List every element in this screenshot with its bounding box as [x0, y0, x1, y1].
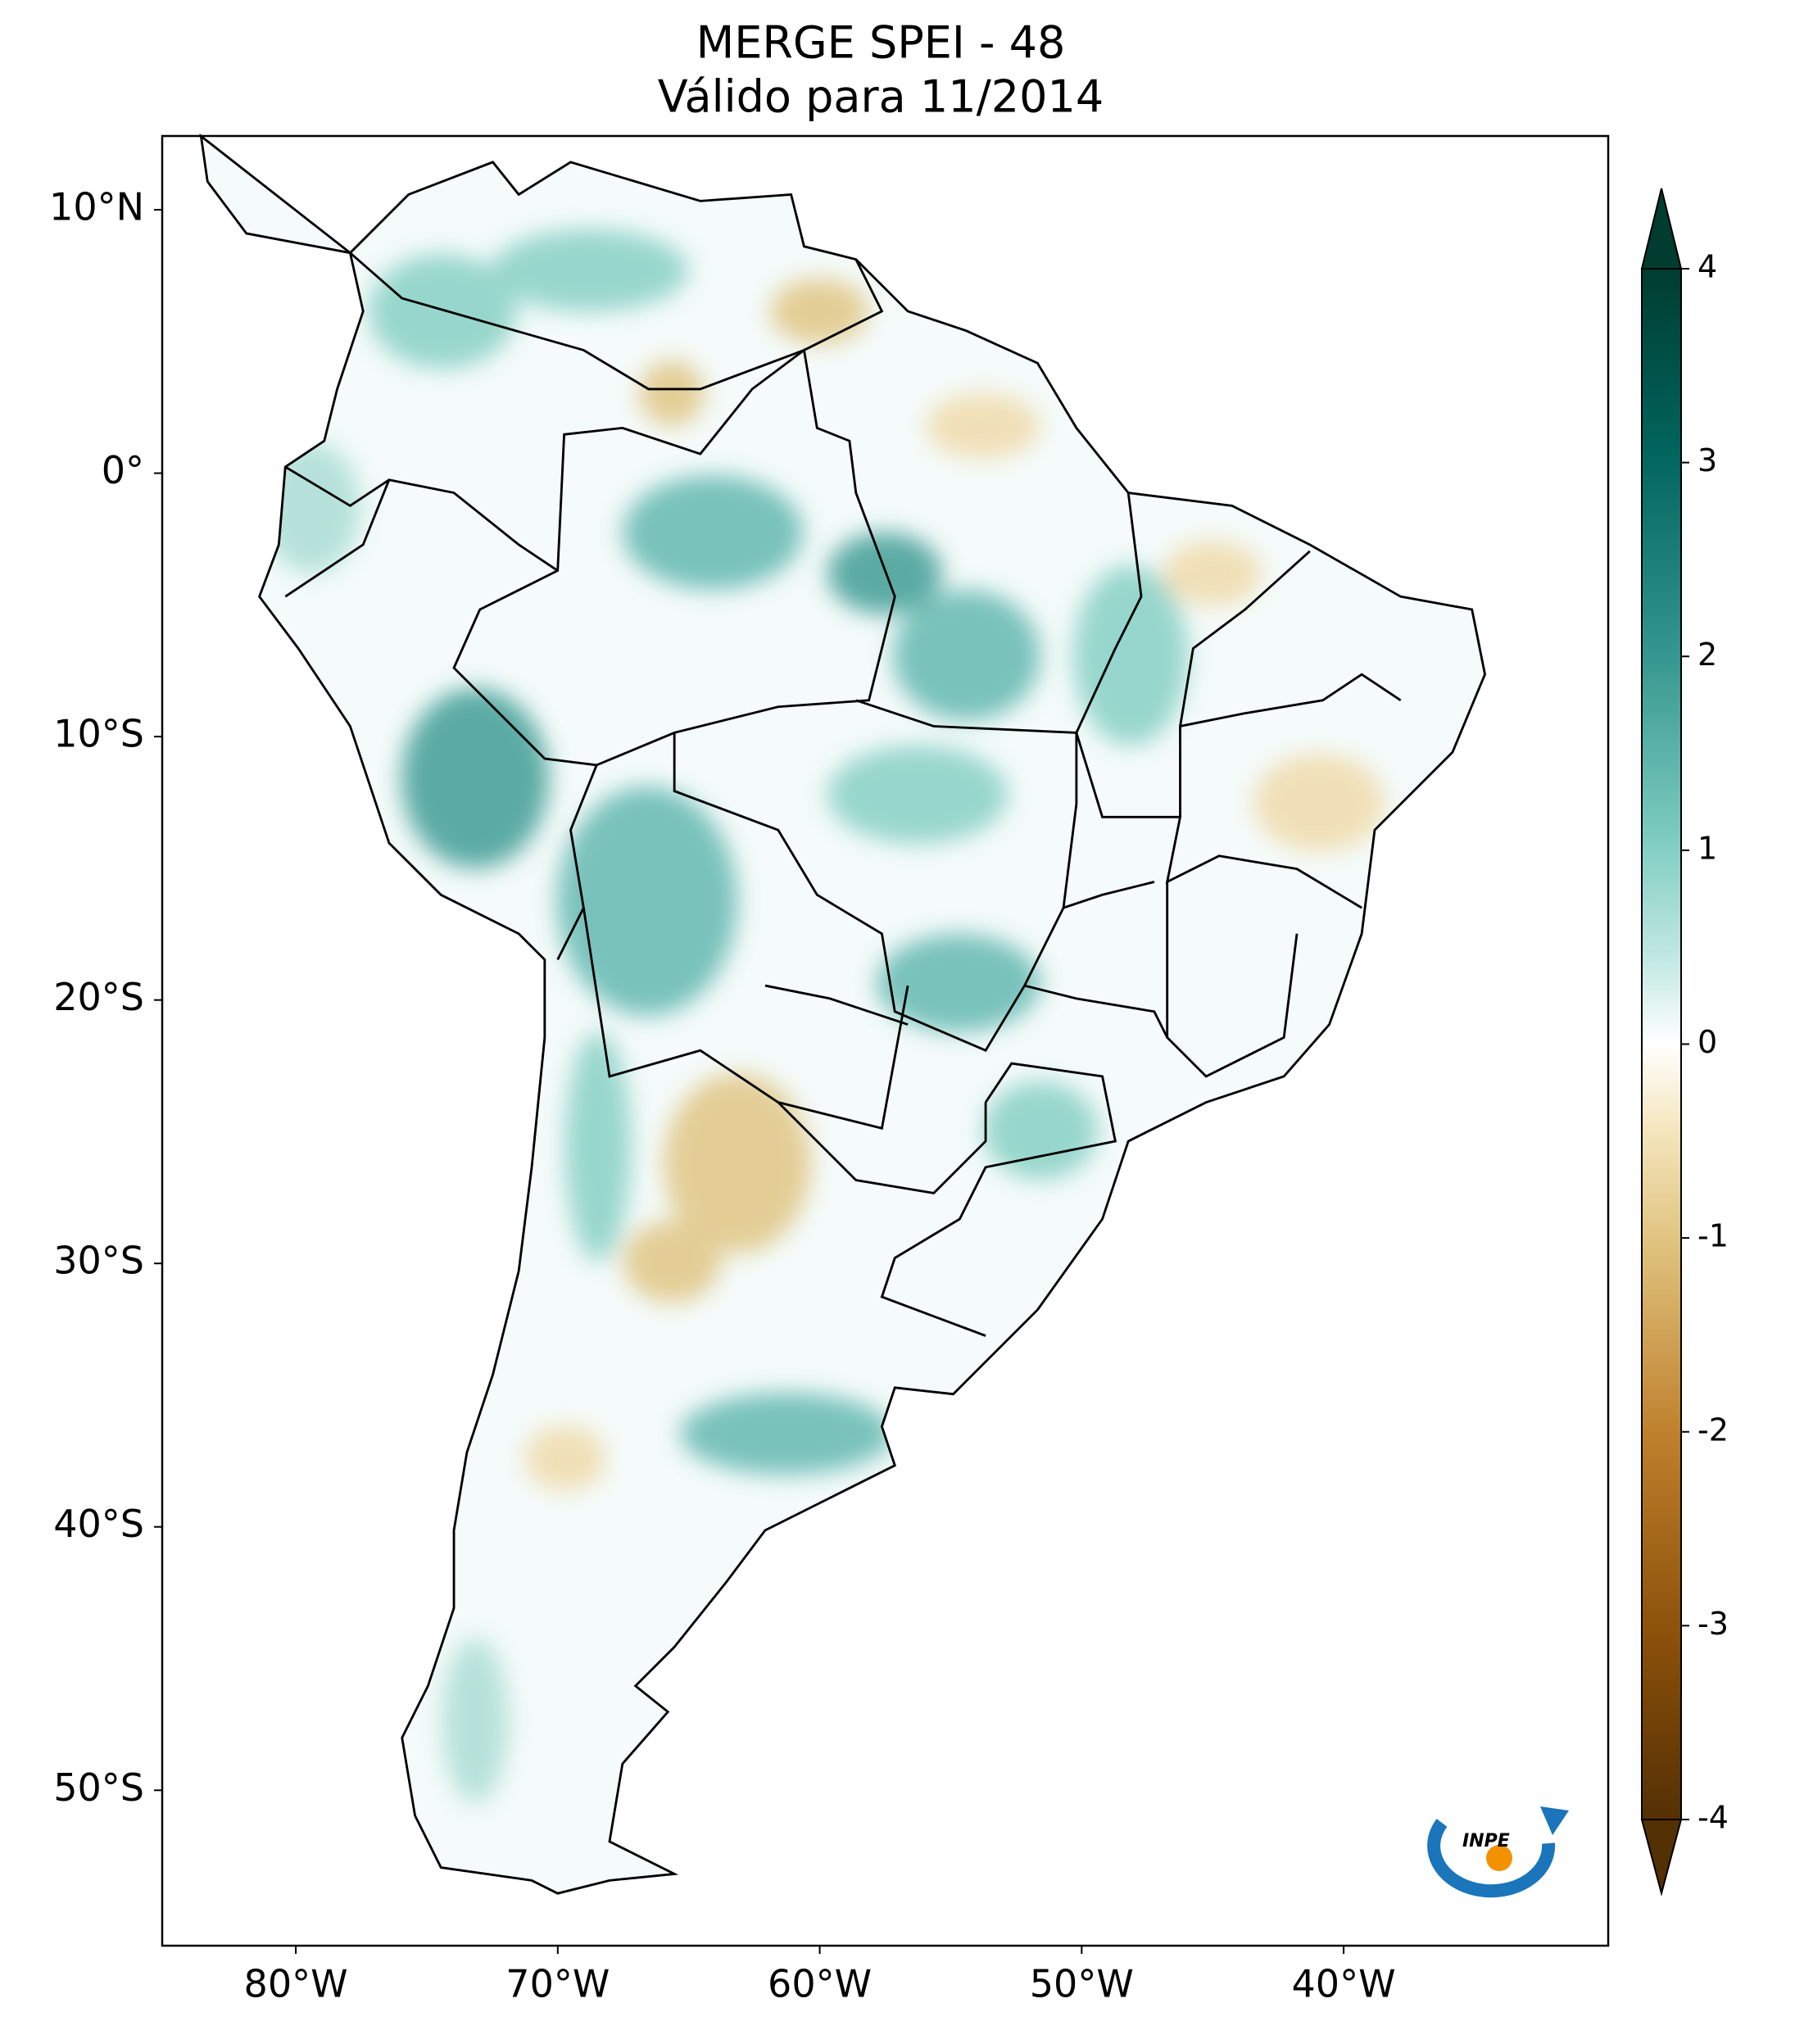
colorbar-extend-max: [1640, 188, 1683, 270]
x-tick-label: 40°W: [1292, 1962, 1396, 2006]
x-tick-label: 60°W: [768, 1962, 872, 2006]
y-tick-label: 10°N: [49, 185, 144, 229]
borders: [284, 252, 1402, 1337]
colorbar-tick-label: 4: [1698, 249, 1717, 285]
subtitle: Válido para 11/2014: [658, 71, 1104, 123]
y-tick-label: 40°S: [53, 1502, 144, 1546]
y-tick-label: 30°S: [53, 1239, 144, 1283]
colorbar-tick-label: 3: [1698, 442, 1717, 478]
x-tick-label: 50°W: [1030, 1962, 1134, 2006]
colorbar-tick-label: 1: [1698, 830, 1717, 866]
colorbar-extend-min: [1640, 1819, 1683, 1897]
colorbar-tick-label: 0: [1698, 1024, 1717, 1060]
logo: INPE: [1427, 1806, 1569, 1898]
y-tick-label: 0°: [102, 448, 144, 492]
colorbar-tick-label: -1: [1698, 1218, 1729, 1254]
y-tick-label: 50°S: [53, 1765, 144, 1810]
y-tick-label: 20°S: [53, 975, 144, 1019]
title: MERGE SPEI - 48: [696, 17, 1066, 69]
x-tick-label: 80°W: [244, 1962, 348, 2006]
logo-text: INPE: [1462, 1831, 1510, 1851]
colorbar: [1642, 269, 1681, 1820]
x-tick-label: 70°W: [505, 1962, 610, 2006]
colorbar-tick-label: -2: [1698, 1412, 1729, 1448]
map-frame: [161, 134, 1610, 1947]
colorbar-tick-label: -3: [1698, 1606, 1729, 1642]
colorbar-tick-label: 2: [1698, 637, 1717, 673]
colorbar-tick-label: -4: [1698, 1800, 1729, 1836]
y-tick-label: 10°S: [53, 712, 144, 756]
